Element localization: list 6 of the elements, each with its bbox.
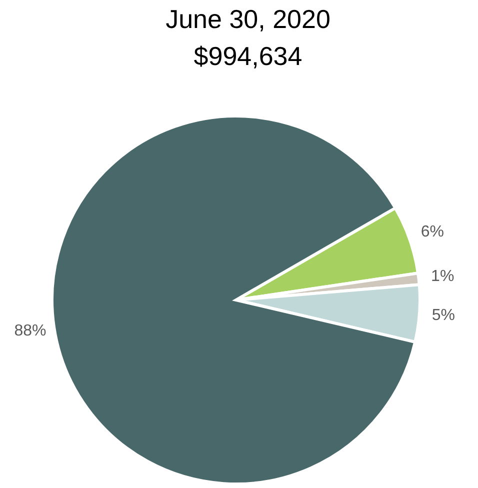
data-label: 5% [432,307,456,324]
data-label: 1% [431,268,454,286]
chart-title: June 30, 2020 [166,4,330,34]
data-label: 6% [420,224,444,241]
chart-subtitle: $994,634 [194,41,302,71]
data-label: 88% [14,322,46,340]
